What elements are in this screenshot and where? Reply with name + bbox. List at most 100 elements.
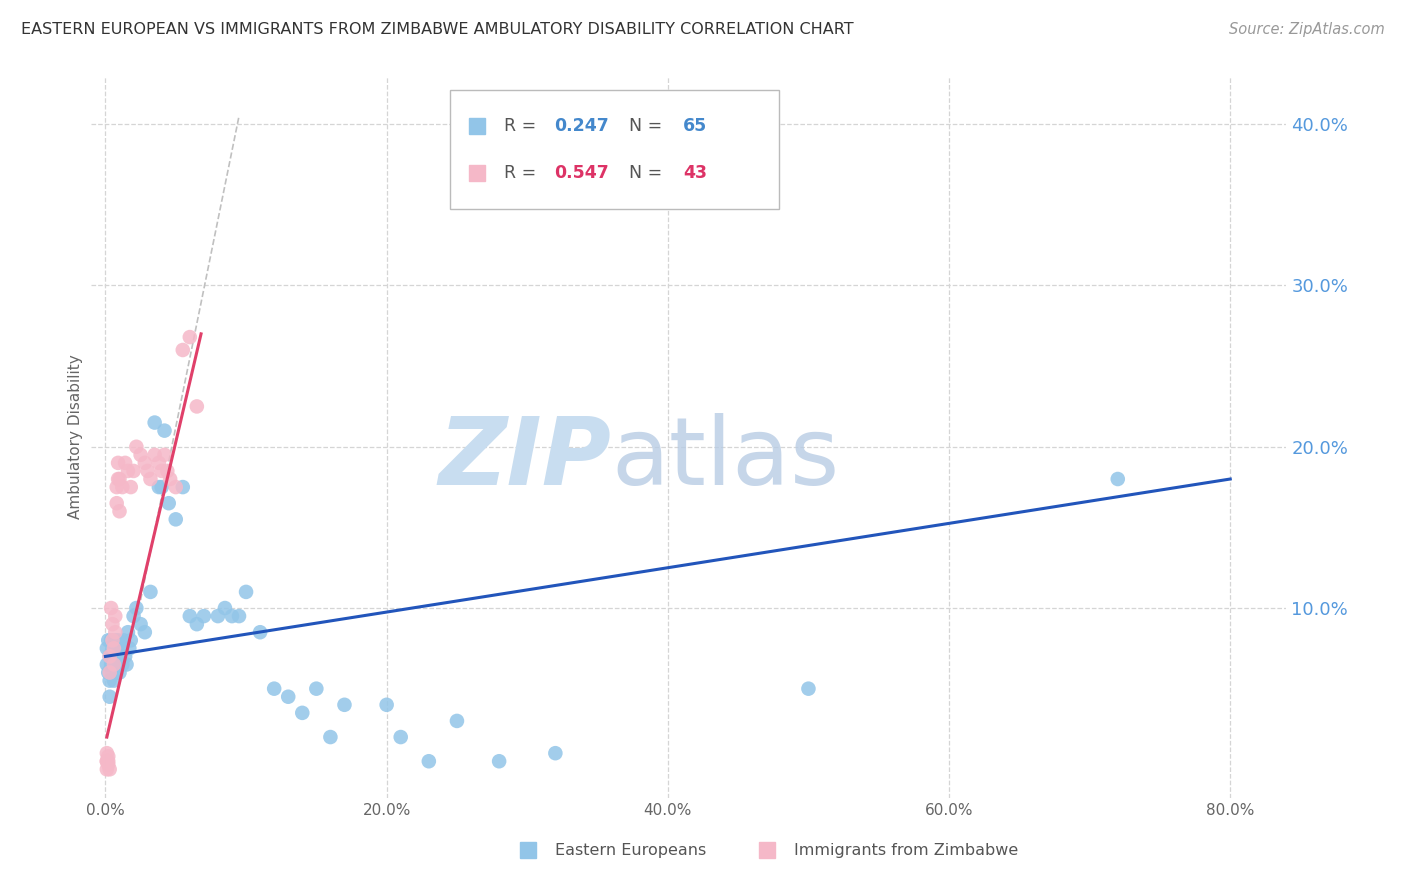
- Point: [96, 754, 118, 768]
- Point: [207, 609, 229, 624]
- Point: [156, 464, 179, 478]
- Point: [165, 480, 187, 494]
- Point: [139, 585, 162, 599]
- Point: [1107, 472, 1129, 486]
- Point: [101, 665, 124, 680]
- Point: [107, 472, 129, 486]
- Point: [117, 625, 139, 640]
- Point: [120, 633, 142, 648]
- Point: [108, 504, 131, 518]
- Point: [179, 609, 201, 624]
- Point: [186, 400, 208, 414]
- Point: [249, 625, 271, 640]
- Text: R =: R =: [503, 164, 541, 182]
- Point: [333, 698, 356, 712]
- Point: [105, 665, 128, 680]
- Point: [112, 633, 135, 648]
- Point: [100, 633, 122, 648]
- Point: [101, 649, 124, 664]
- Text: Eastern Europeans: Eastern Europeans: [555, 843, 706, 858]
- Point: [172, 343, 194, 357]
- Point: [103, 641, 125, 656]
- Point: [105, 480, 128, 494]
- Point: [98, 673, 121, 688]
- Point: [165, 512, 187, 526]
- Point: [105, 496, 128, 510]
- Point: [150, 464, 173, 478]
- Point: [122, 609, 145, 624]
- Text: R =: R =: [503, 118, 541, 136]
- Point: [136, 464, 159, 478]
- Point: [148, 456, 170, 470]
- Point: [107, 657, 129, 672]
- Point: [108, 665, 131, 680]
- Point: [193, 609, 215, 624]
- Point: [129, 617, 152, 632]
- Text: Source: ZipAtlas.com: Source: ZipAtlas.com: [1229, 22, 1385, 37]
- FancyBboxPatch shape: [450, 90, 779, 210]
- Point: [107, 456, 129, 470]
- Point: [488, 754, 510, 768]
- Point: [114, 649, 136, 664]
- Point: [172, 480, 194, 494]
- Point: [120, 480, 142, 494]
- Point: [122, 464, 145, 478]
- Point: [108, 649, 131, 664]
- Point: [98, 690, 121, 704]
- Point: [305, 681, 328, 696]
- Text: 0.247: 0.247: [554, 118, 609, 136]
- Point: [98, 762, 121, 776]
- Point: [108, 472, 131, 486]
- Point: [129, 448, 152, 462]
- Point: [148, 480, 170, 494]
- Y-axis label: Ambulatory Disability: Ambulatory Disability: [67, 355, 83, 519]
- Point: [111, 480, 134, 494]
- Point: [96, 641, 118, 656]
- Point: [114, 456, 136, 470]
- Point: [97, 754, 120, 768]
- Point: [101, 641, 124, 656]
- Point: [228, 609, 250, 624]
- Text: N =: N =: [630, 164, 668, 182]
- Point: [97, 749, 120, 764]
- Point: [98, 665, 121, 680]
- Point: [100, 601, 122, 615]
- Point: [115, 657, 138, 672]
- Text: 0.547: 0.547: [554, 164, 609, 182]
- Point: [179, 330, 201, 344]
- Point: [143, 416, 166, 430]
- Point: [139, 472, 162, 486]
- Point: [263, 681, 285, 696]
- Point: [153, 424, 176, 438]
- Point: [134, 625, 156, 640]
- Point: [221, 609, 243, 624]
- Text: Immigrants from Zimbabwe: Immigrants from Zimbabwe: [794, 843, 1018, 858]
- Point: [96, 754, 118, 768]
- Point: [235, 585, 257, 599]
- Point: [389, 730, 412, 744]
- Point: [544, 746, 567, 760]
- Point: [103, 657, 125, 672]
- Point: [103, 673, 125, 688]
- Point: [159, 472, 181, 486]
- Point: [291, 706, 314, 720]
- Point: [101, 633, 124, 648]
- Point: [153, 448, 176, 462]
- Point: [97, 665, 120, 680]
- Point: [97, 633, 120, 648]
- Text: 43: 43: [683, 164, 707, 182]
- Point: [104, 633, 127, 648]
- Point: [125, 440, 148, 454]
- Point: [96, 762, 118, 776]
- Point: [319, 730, 342, 744]
- Point: [98, 649, 121, 664]
- Text: 65: 65: [683, 118, 707, 136]
- Text: atlas: atlas: [612, 413, 839, 505]
- Point: [157, 496, 180, 510]
- Point: [143, 448, 166, 462]
- Point: [418, 754, 440, 768]
- Point: [98, 649, 121, 664]
- Point: [214, 601, 236, 615]
- Point: [117, 464, 139, 478]
- Point: [97, 757, 120, 772]
